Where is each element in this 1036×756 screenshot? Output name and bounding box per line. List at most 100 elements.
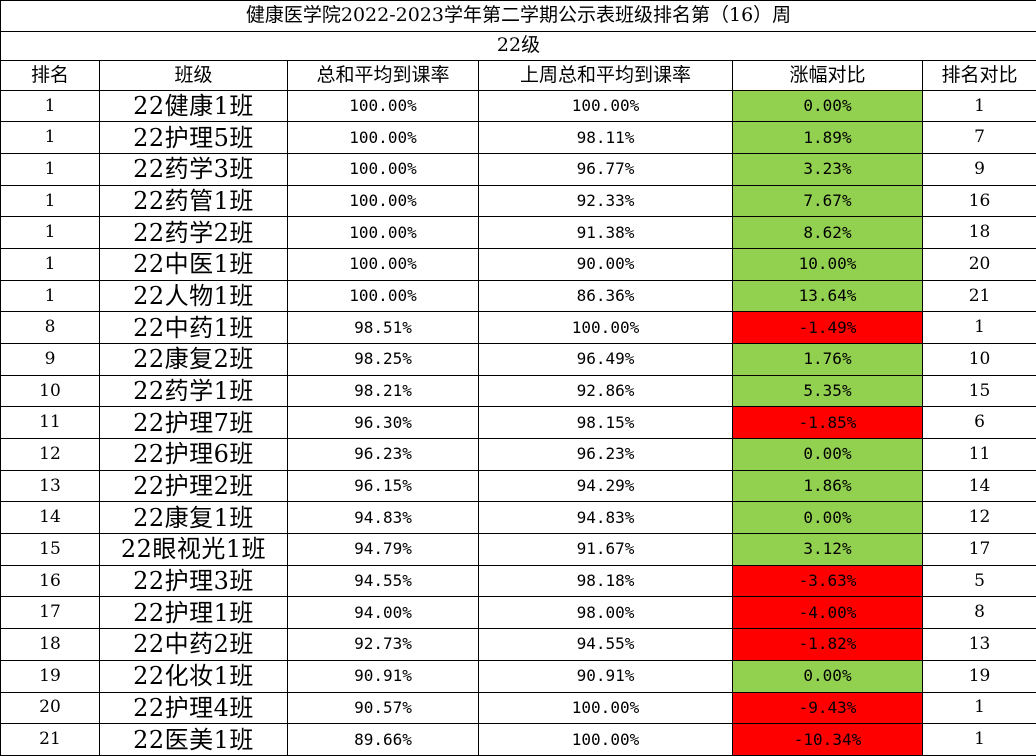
- rank-compare-cell: 19: [921, 659, 1036, 693]
- rank-compare-cell: 7: [921, 121, 1036, 155]
- rank-cell: 1: [0, 121, 100, 155]
- class-cell: 22护理2班: [99, 469, 288, 503]
- attendance-rate-cell: 100.00%: [287, 184, 479, 218]
- rank-compare-cell: 1: [921, 89, 1036, 123]
- rank-compare-cell: 17: [921, 533, 1036, 566]
- class-cell: 22护理1班: [99, 596, 288, 630]
- change-cell: 7.67%: [732, 184, 923, 218]
- rank-compare-cell: 16: [921, 184, 1036, 218]
- attendance-rate-cell: 92.73%: [287, 628, 479, 661]
- class-cell: 22中药1班: [99, 311, 288, 345]
- change-cell: -4.00%: [732, 596, 923, 630]
- table-row: 19 22化妆1班 90.91% 90.91% 0.00% 19: [0, 659, 1036, 693]
- title-row: 健康医学院2022-2023学年第二学期公示表班级排名第（16）周: [0, 0, 1036, 32]
- class-cell: 22护理7班: [99, 406, 288, 440]
- attendance-rate-cell: 90.91%: [287, 659, 479, 693]
- attendance-rate-cell: 90.57%: [287, 691, 479, 725]
- change-cell: 3.12%: [732, 533, 923, 566]
- class-cell: 22康复2班: [99, 343, 288, 376]
- attendance-rate-cell: 100.00%: [287, 279, 479, 313]
- class-cell: 22中药2班: [99, 628, 288, 661]
- rank-compare-cell: 18: [921, 216, 1036, 250]
- rank-compare-cell: 1: [921, 311, 1036, 345]
- rank-cell: 1: [0, 89, 100, 123]
- attendance-rate-cell: 94.55%: [287, 564, 479, 598]
- rank-compare-cell: 15: [921, 374, 1036, 408]
- class-cell: 22健康1班: [99, 89, 288, 123]
- last-week-rate-cell: 98.00%: [478, 596, 733, 630]
- class-cell: 22药管1班: [99, 184, 288, 218]
- rank-cell: 15: [0, 533, 100, 566]
- header-change: 涨幅对比: [732, 60, 923, 91]
- table-row: 1 22护理5班 100.00% 98.11% 1.89% 7: [0, 121, 1036, 155]
- rank-cell: 10: [0, 374, 100, 408]
- attendance-rate-cell: 100.00%: [287, 121, 479, 155]
- last-week-rate-cell: 94.55%: [478, 628, 733, 661]
- class-cell: 22医美1班: [99, 723, 288, 756]
- rank-cell: 1: [0, 248, 100, 281]
- rank-cell: 19: [0, 659, 100, 693]
- attendance-rate-cell: 94.79%: [287, 533, 479, 566]
- change-cell: -3.63%: [732, 564, 923, 598]
- table-row: 9 22康复2班 98.25% 96.49% 1.76% 10: [0, 343, 1036, 376]
- change-cell: -9.43%: [732, 691, 923, 725]
- change-cell: 0.00%: [732, 89, 923, 123]
- change-cell: 0.00%: [732, 659, 923, 693]
- class-cell: 22护理6班: [99, 438, 288, 471]
- grade-label: 22级: [0, 30, 1036, 62]
- table-row: 1 22健康1班 100.00% 100.00% 0.00% 1: [0, 89, 1036, 123]
- table-row: 10 22药学1班 98.21% 92.86% 5.35% 15: [0, 374, 1036, 408]
- attendance-rate-cell: 100.00%: [287, 216, 479, 250]
- rank-compare-cell: 1: [921, 691, 1036, 725]
- attendance-rate-cell: 98.51%: [287, 311, 479, 345]
- class-cell: 22药学3班: [99, 153, 288, 186]
- rank-compare-cell: 14: [921, 469, 1036, 503]
- table-row: 1 22药学3班 100.00% 96.77% 3.23% 9: [0, 153, 1036, 186]
- grade-row: 22级: [0, 30, 1036, 62]
- header-last-week-rate: 上周总和平均到课率: [478, 60, 733, 91]
- rank-cell: 11: [0, 406, 100, 440]
- rank-compare-cell: 8: [921, 596, 1036, 630]
- rank-compare-cell: 20: [921, 248, 1036, 281]
- table-row: 12 22护理6班 96.23% 96.23% 0.00% 11: [0, 438, 1036, 471]
- change-cell: -1.49%: [732, 311, 923, 345]
- table-row: 18 22中药2班 92.73% 94.55% -1.82% 13: [0, 628, 1036, 661]
- rank-cell: 17: [0, 596, 100, 630]
- change-cell: 13.64%: [732, 279, 923, 313]
- attendance-rate-cell: 89.66%: [287, 723, 479, 756]
- last-week-rate-cell: 90.91%: [478, 659, 733, 693]
- change-cell: 1.89%: [732, 121, 923, 155]
- table-row: 20 22护理4班 90.57% 100.00% -9.43% 1: [0, 691, 1036, 725]
- last-week-rate-cell: 98.15%: [478, 406, 733, 440]
- last-week-rate-cell: 98.11%: [478, 121, 733, 155]
- table-row: 11 22护理7班 96.30% 98.15% -1.85% 6: [0, 406, 1036, 440]
- change-cell: 10.00%: [732, 248, 923, 281]
- table-row: 21 22医美1班 89.66% 100.00% -10.34% 1: [0, 723, 1036, 756]
- last-week-rate-cell: 86.36%: [478, 279, 733, 313]
- last-week-rate-cell: 92.33%: [478, 184, 733, 218]
- change-cell: -10.34%: [732, 723, 923, 756]
- rank-compare-cell: 12: [921, 501, 1036, 535]
- rank-cell: 13: [0, 469, 100, 503]
- table-row: 1 22药管1班 100.00% 92.33% 7.67% 16: [0, 184, 1036, 218]
- last-week-rate-cell: 96.23%: [478, 438, 733, 471]
- attendance-rate-cell: 96.23%: [287, 438, 479, 471]
- class-cell: 22中医1班: [99, 248, 288, 281]
- attendance-rate-cell: 94.83%: [287, 501, 479, 535]
- class-cell: 22护理3班: [99, 564, 288, 598]
- change-cell: 0.00%: [732, 438, 923, 471]
- attendance-rate-cell: 100.00%: [287, 153, 479, 186]
- rank-compare-cell: 11: [921, 438, 1036, 471]
- rank-cell: 12: [0, 438, 100, 471]
- rank-cell: 18: [0, 628, 100, 661]
- table-row: 1 22中医1班 100.00% 90.00% 10.00% 20: [0, 248, 1036, 281]
- header-row: 排名 班级 总和平均到课率 上周总和平均到课率 涨幅对比 排名对比: [0, 60, 1036, 91]
- change-cell: 0.00%: [732, 501, 923, 535]
- last-week-rate-cell: 91.67%: [478, 533, 733, 566]
- attendance-rate-cell: 96.30%: [287, 406, 479, 440]
- rank-compare-cell: 5: [921, 564, 1036, 598]
- last-week-rate-cell: 91.38%: [478, 216, 733, 250]
- rank-cell: 8: [0, 311, 100, 345]
- last-week-rate-cell: 100.00%: [478, 691, 733, 725]
